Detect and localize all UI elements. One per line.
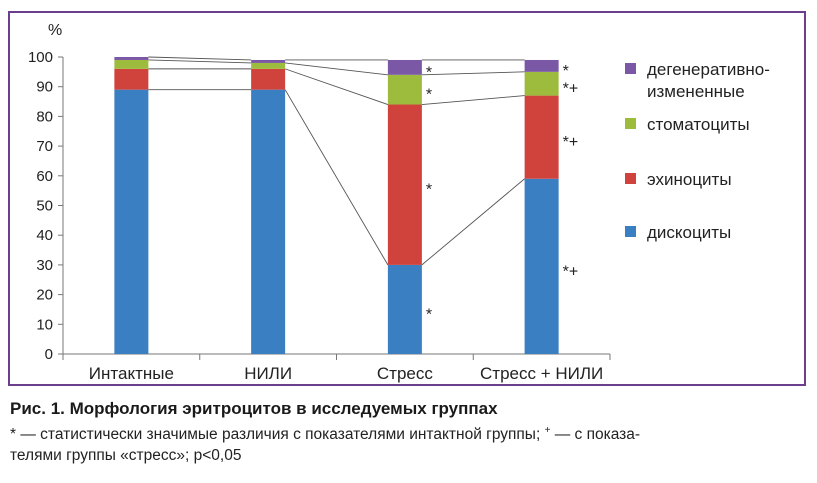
bar-segment [524,95,559,179]
bar-segment [387,264,422,354]
y-tick-label: 70 [36,138,53,155]
legend-label-degenerative-line2: измененные [647,82,745,101]
bar-segment [251,68,286,90]
y-tick-label: 50 [36,198,53,215]
y-tick-label: 30 [36,257,53,274]
bar-segment [114,89,149,355]
significance-mark: * [426,64,432,81]
significance-mark: * [563,63,569,80]
series-connector-line [421,95,525,105]
bar-segment [251,89,286,355]
y-tick-label: 100 [28,49,53,66]
x-category-label: Стресс [377,364,433,383]
x-category-label: Стресс + НИЛИ [480,364,603,383]
y-tick-label: 40 [36,227,53,244]
series-connector-line [284,68,389,105]
bar-segment [251,62,286,69]
x-category-label: НИЛИ [244,364,292,383]
figure-caption: Рис. 1. Морфология эритроцитов в исследу… [10,398,810,466]
y-axis-unit-label: % [48,22,62,39]
y-tick-label: 10 [36,316,53,333]
bar-segment [114,57,149,60]
significance-mark: *+ [563,134,579,151]
y-tick-label: 0 [45,346,53,363]
significance-mark: * [426,182,432,199]
legend-label-discocytes: дискоциты [647,223,731,242]
caption-note-plus: + [544,425,551,436]
bar-segment [524,71,559,96]
caption-title: Рис. 1. Морфология эритроцитов в исследу… [10,399,498,418]
significance-mark: * [426,87,432,104]
bar-segment [114,68,149,90]
significance-mark: * [426,306,432,323]
bar-segment [524,178,559,354]
legend-swatch-discocytes [625,226,636,237]
series-connector-line [285,62,388,76]
series-connector-line [421,178,525,266]
caption-note-star: * — статистически значимые различия с по… [10,426,545,444]
bar-segment [387,104,422,265]
legend-swatch-stomatocytes [625,118,636,129]
legend-swatch-degenerative [625,63,636,74]
significance-mark: *+ [563,263,579,280]
y-tick-label: 60 [36,168,53,185]
legend-label-echinocytes: эхиноциты [647,170,732,189]
caption-note-rest: — с показа- [550,426,641,444]
caption-note: * — статистически значимые различия с по… [10,420,810,466]
significance-mark: *+ [563,81,579,98]
x-category-label: Интактные [89,364,174,383]
series-connector-line [148,56,252,61]
bar-segment [387,74,422,105]
y-tick-label: 80 [36,108,53,125]
series-connector-line [284,89,389,266]
legend-label-stomatocytes: стоматоциты [647,115,750,134]
legend-swatch-echinocytes [625,173,636,184]
bar-segment [114,59,149,69]
y-tick-label: 20 [36,287,53,304]
caption-note-line2: телями группы «стресс»; p<0,05 [10,447,242,465]
series-connector-line [148,59,252,64]
bar-segment [251,59,286,63]
bar-segment [524,59,559,72]
bar-segment [387,59,422,75]
series-connector-line [421,71,525,76]
stacked-bar-chart: % 0 10 20 30 40 50 60 70 80 90 100 Интактные НИЛИ Стре… [28,22,770,383]
legend-label-degenerative-line1: дегенеративно- [647,60,770,79]
chart-frame: % 0 10 20 30 40 50 60 70 80 90 100 Интактные НИЛИ Стре… [8,11,806,386]
y-tick-label: 90 [36,79,53,96]
